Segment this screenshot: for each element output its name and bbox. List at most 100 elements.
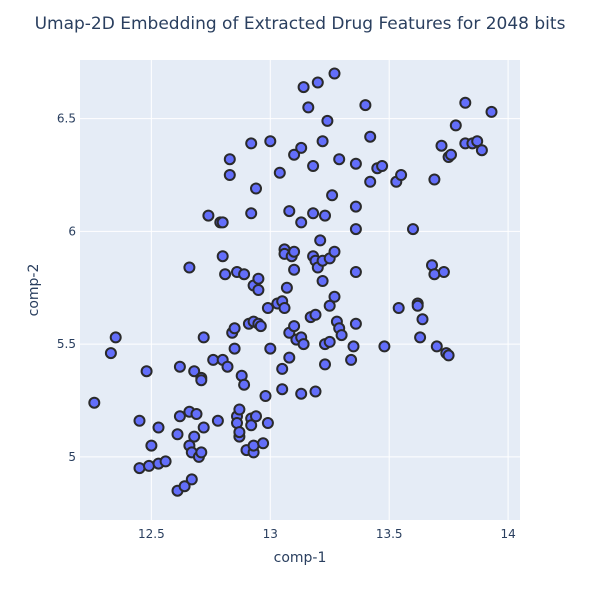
data-point [297, 338, 310, 351]
data-point [347, 340, 360, 353]
data-point [264, 135, 277, 148]
x-tick-label: 13.5 [376, 527, 403, 541]
data-point [261, 302, 274, 314]
data-point [319, 209, 331, 222]
data-point [311, 76, 324, 89]
data-point [195, 374, 208, 387]
data-point [211, 414, 224, 427]
data-point [276, 362, 289, 375]
data-point [314, 234, 327, 247]
data-point [323, 335, 336, 348]
data-point [323, 299, 336, 312]
data-point [173, 360, 186, 373]
data-point [254, 320, 267, 333]
data-point [376, 160, 389, 172]
data-point [195, 446, 208, 459]
data-points [88, 67, 498, 497]
data-point [437, 266, 450, 278]
data-point [392, 302, 405, 314]
data-point [197, 331, 210, 344]
y-tick-label: 5.5 [57, 337, 76, 351]
data-point [378, 340, 391, 353]
data-point [445, 148, 457, 161]
data-point [485, 105, 498, 118]
data-point [104, 347, 117, 360]
data-point [233, 403, 246, 416]
data-point [321, 114, 334, 127]
data-point [280, 281, 293, 294]
y-axis-ticks: 5 5.5 6 6.5 [57, 112, 76, 464]
data-point [178, 480, 191, 493]
data-point [88, 396, 101, 409]
data-point [411, 299, 424, 312]
data-point [295, 141, 308, 154]
y-axis-title: comp-2 [26, 264, 42, 317]
data-point [442, 349, 455, 362]
x-axis-title: comp-1 [274, 550, 327, 566]
data-point [245, 207, 258, 220]
data-point [475, 144, 488, 157]
data-point [335, 329, 348, 342]
data-point [252, 284, 265, 296]
data-point [288, 263, 301, 276]
data-point [430, 340, 443, 353]
data-point [223, 153, 236, 166]
data-point [183, 261, 196, 274]
data-point [247, 439, 260, 452]
data-point [276, 383, 289, 396]
data-point [345, 353, 358, 366]
data-point [319, 358, 331, 371]
data-point [414, 331, 427, 344]
data-point [133, 462, 146, 475]
x-axis-ticks: 12.5 13 13.5 14 [138, 527, 516, 541]
data-point [188, 365, 201, 378]
data-point [188, 430, 201, 443]
data-point [261, 417, 274, 429]
data-point [326, 189, 339, 202]
data-point [349, 200, 362, 213]
data-point [250, 182, 262, 195]
data-point [364, 130, 377, 143]
data-point [259, 390, 272, 402]
data-point [228, 342, 241, 355]
data-point [288, 320, 301, 333]
data-point [159, 455, 172, 468]
x-tick-label: 13 [263, 527, 278, 541]
data-point [197, 421, 210, 434]
data-point [309, 385, 322, 398]
data-point [428, 173, 441, 186]
data-point [328, 290, 341, 303]
data-point [349, 223, 362, 236]
data-point [173, 410, 186, 423]
data-point [238, 268, 251, 281]
data-point [395, 169, 408, 181]
data-point [349, 317, 362, 330]
data-point [109, 331, 122, 344]
y-tick-label: 5 [68, 450, 76, 464]
data-point [316, 135, 329, 148]
data-point [416, 313, 429, 326]
data-point [140, 365, 153, 378]
data-point [216, 250, 229, 263]
data-point [349, 266, 362, 278]
data-point [328, 67, 341, 80]
x-tick-label: 14 [500, 527, 515, 541]
data-point [238, 378, 251, 391]
x-tick-label: 12.5 [138, 527, 165, 541]
data-point [264, 342, 277, 355]
data-point [471, 135, 484, 148]
data-point [295, 216, 308, 229]
data-point [143, 459, 155, 472]
data-point [278, 302, 291, 314]
data-point [152, 421, 165, 434]
data-point [288, 245, 301, 258]
data-point [359, 99, 372, 112]
data-point [257, 437, 270, 450]
data-point [297, 81, 310, 94]
data-point [219, 268, 232, 281]
data-point [250, 410, 262, 423]
data-point [283, 351, 296, 364]
data-point [228, 322, 241, 335]
data-point [233, 426, 246, 439]
data-point [435, 139, 448, 152]
